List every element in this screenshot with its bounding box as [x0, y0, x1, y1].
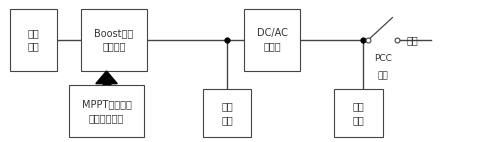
Text: 本地
负荷: 本地 负荷 [352, 102, 364, 125]
Polygon shape [96, 71, 117, 84]
Bar [10, 9, 57, 71]
Bar [334, 89, 383, 137]
Text: 光伏
阵列: 光伏 阵列 [28, 28, 40, 52]
Text: DC/AC
逆变器: DC/AC 逆变器 [257, 28, 287, 52]
Text: MPPT与限功率
统一控制方法: MPPT与限功率 统一控制方法 [81, 100, 131, 123]
Bar [69, 85, 144, 137]
Bar [203, 89, 251, 137]
Text: 开关: 开关 [377, 71, 388, 80]
Bar [244, 9, 300, 71]
Text: Boost直直
变换电路: Boost直直 变换电路 [94, 28, 133, 52]
Text: 电网: 电网 [407, 35, 419, 45]
Text: PCC: PCC [374, 54, 392, 63]
Bar [81, 9, 147, 71]
Text: 储能
装置: 储能 装置 [221, 102, 233, 125]
